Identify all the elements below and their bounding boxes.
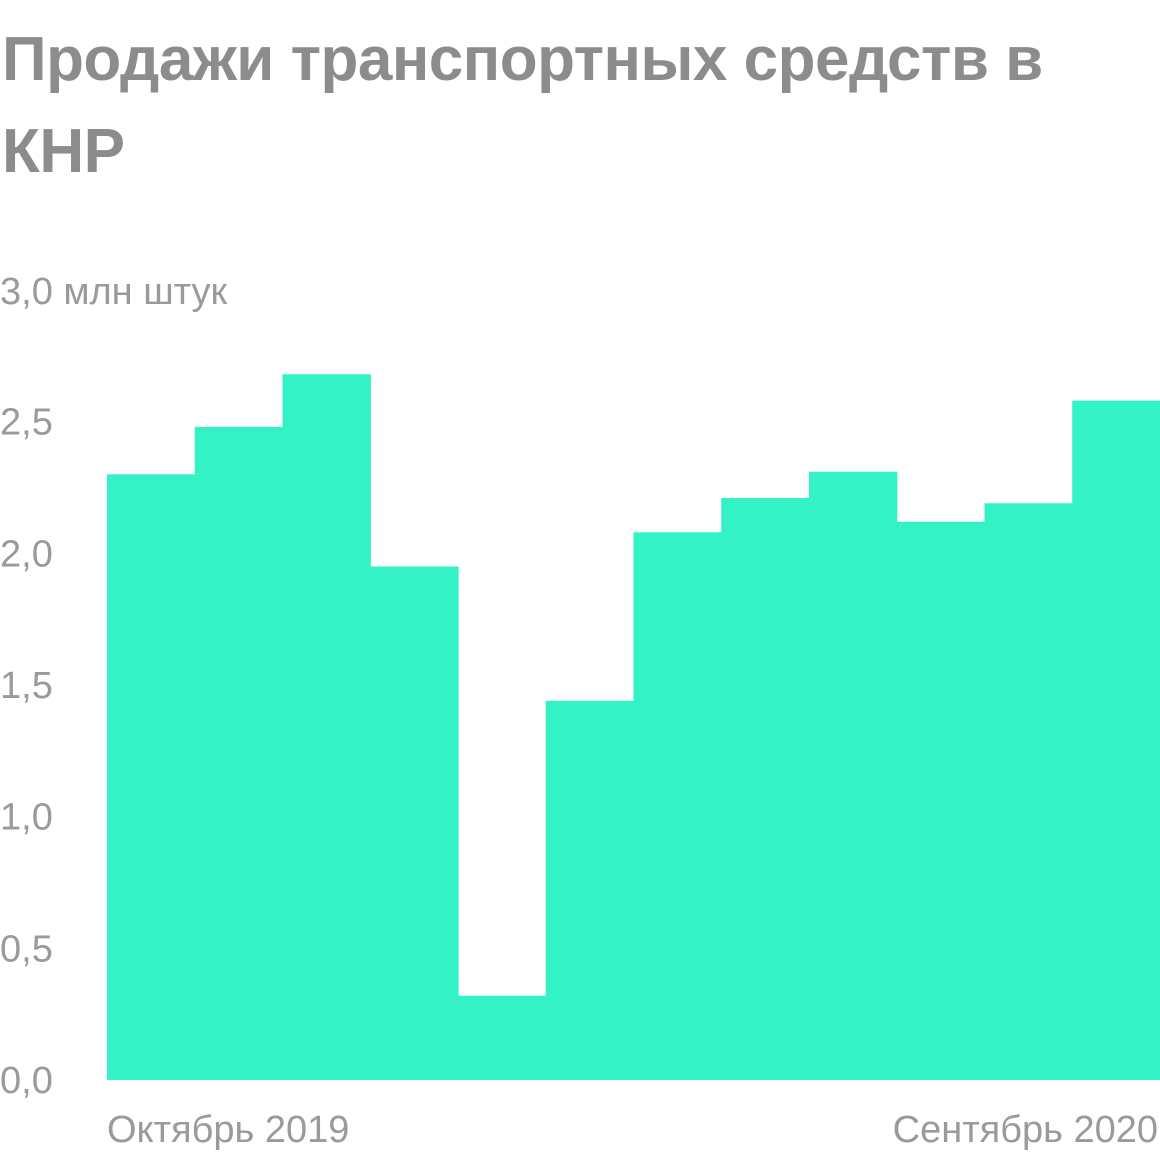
x-end-label: Сентябрь 2020 xyxy=(893,1109,1158,1151)
y-tick-label: 1,0 xyxy=(0,797,53,839)
bar xyxy=(1072,400,1160,1081)
y-tick-label: 2,0 xyxy=(0,533,53,575)
bar xyxy=(107,474,196,1080)
bar xyxy=(545,700,635,1080)
y-tick-label: 0,0 xyxy=(0,1060,53,1102)
bar xyxy=(721,498,810,1080)
x-start-label: Октябрь 2019 xyxy=(107,1109,349,1151)
y-unit-label: 3,0 млн штук xyxy=(0,271,228,313)
bar xyxy=(282,374,371,1080)
bar xyxy=(809,471,898,1080)
chart-title: Продажи транспортных средств в КНР xyxy=(2,25,1043,186)
bar xyxy=(633,532,722,1080)
bar xyxy=(984,503,1073,1080)
y-tick-labels: 0,0 0,5 1,0 1,5 2,0 2,5 xyxy=(0,402,53,1102)
bars xyxy=(107,374,1160,1081)
y-tick-label: 1,5 xyxy=(0,665,53,707)
bar xyxy=(194,426,284,1080)
y-tick-label: 0,5 xyxy=(0,928,53,970)
y-axis: 3,0 млн штук 0,0 0,5 1,0 1,5 2,0 2,5 xyxy=(0,271,228,1102)
y-tick-label: 2,5 xyxy=(0,402,53,444)
bar xyxy=(896,521,986,1080)
bar xyxy=(370,566,459,1080)
x-axis: Октябрь 2019 Сентябрь 2020 xyxy=(107,1109,1158,1151)
bar xyxy=(458,995,547,1080)
